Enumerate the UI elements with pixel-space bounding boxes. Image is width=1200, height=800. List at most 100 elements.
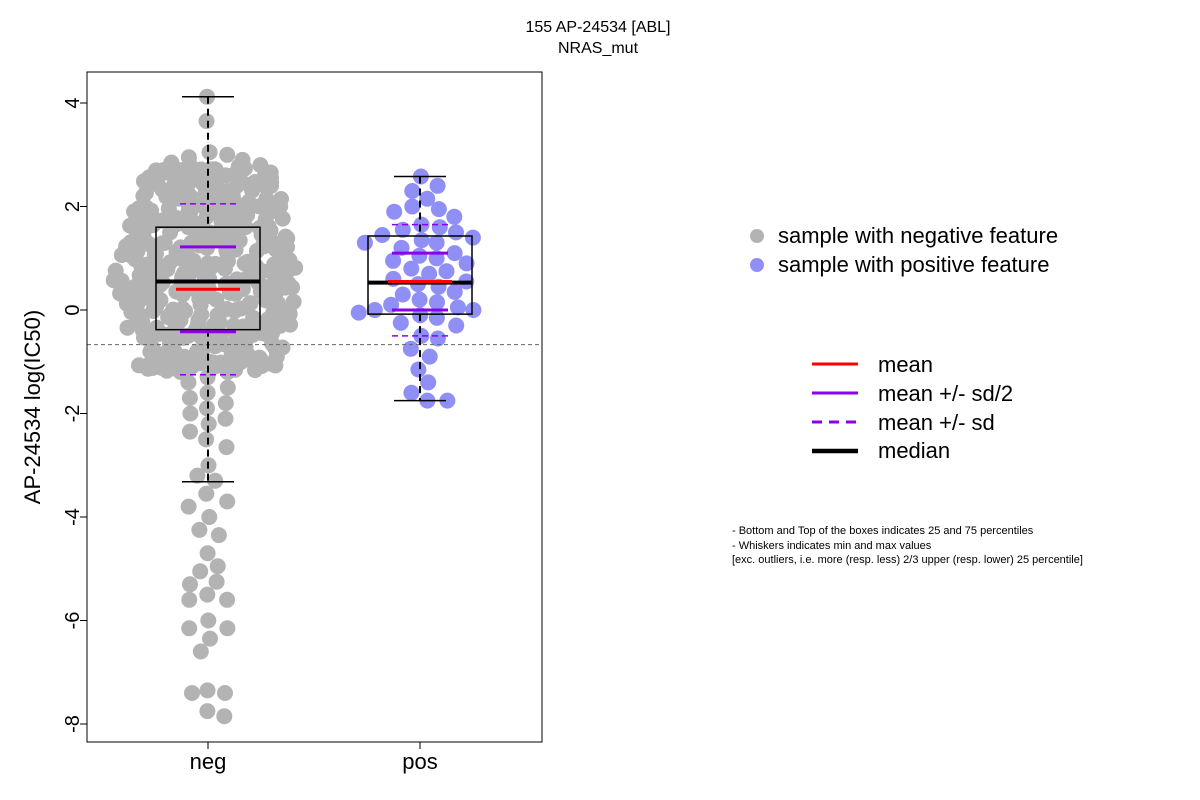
pos-point	[411, 291, 428, 308]
legend-marker-negative	[750, 229, 764, 243]
pos-point	[403, 384, 420, 401]
neg-point	[180, 149, 197, 166]
neg-dense-point	[273, 191, 289, 207]
neg-point	[182, 188, 199, 205]
neg-point	[219, 146, 236, 163]
neg-point	[189, 343, 206, 360]
pos-point	[419, 190, 436, 207]
x-tick-label-neg: neg	[190, 749, 227, 774]
neg-point	[198, 113, 215, 130]
neg-dense-point	[156, 346, 173, 362]
neg-point	[219, 620, 236, 637]
neg-point	[182, 405, 199, 422]
box-plots	[87, 96, 542, 483]
pos-point	[392, 314, 409, 331]
neg-point	[219, 198, 236, 215]
pos-box	[367, 235, 473, 315]
neg-point	[181, 390, 198, 406]
chart-subtitle: NRAS_mut	[557, 40, 639, 57]
neg-point	[201, 353, 218, 370]
neg-point	[192, 296, 209, 313]
pos-point	[356, 234, 373, 251]
pos-point	[446, 208, 463, 225]
neg-point	[180, 265, 197, 282]
neg-point	[200, 193, 217, 210]
chart-title: 155 AP-24534 [ABL]	[525, 19, 671, 36]
neg-dense-point	[160, 309, 177, 326]
legend-markers	[750, 229, 858, 454]
legend-marker-positive	[750, 258, 764, 272]
neg-point	[217, 229, 234, 246]
neg-dense-point	[259, 225, 276, 242]
pos-point	[402, 340, 419, 357]
plot-frame	[86, 71, 543, 743]
neg-point	[207, 338, 224, 355]
neg-point	[208, 291, 225, 308]
neg-point	[182, 423, 198, 440]
neg-point	[252, 157, 269, 174]
neg-point	[199, 586, 216, 603]
neg-point	[219, 379, 236, 396]
neg-dense-point	[113, 272, 130, 289]
neg-dense-point	[144, 339, 161, 356]
neg-point	[180, 498, 197, 515]
y-tick-label: -8	[62, 715, 84, 733]
neg-point	[199, 703, 216, 720]
neg-point	[219, 183, 236, 199]
neg-dense-point	[268, 348, 285, 365]
neg-point	[198, 208, 215, 225]
pos-point	[410, 361, 427, 378]
neg-point	[201, 509, 218, 525]
note-boxes: - Bottom and Top of the boxes indicates …	[732, 525, 1034, 537]
neg-point	[220, 214, 236, 230]
neg-point	[192, 563, 209, 580]
pos-point	[421, 348, 438, 365]
pos-point	[413, 216, 430, 233]
neg-point	[190, 312, 207, 329]
pos-point	[420, 374, 437, 391]
pos-point	[404, 183, 421, 199]
neg-dense-point	[137, 184, 154, 201]
neg-dense-point	[126, 203, 143, 220]
pos-point	[394, 286, 411, 303]
legend-label-positive: sample with positive feature	[778, 252, 1050, 277]
pos-point	[448, 224, 464, 241]
neg-dense-point	[131, 267, 148, 284]
neg-point	[181, 250, 198, 267]
pos-point	[458, 255, 475, 272]
neg-point	[207, 472, 224, 489]
neg-dense-point	[112, 285, 129, 302]
neg-dense-point	[254, 353, 270, 370]
neg-point	[219, 493, 236, 510]
neg-dense-point	[140, 279, 157, 296]
neg-point	[219, 364, 236, 381]
neg-point	[199, 255, 216, 272]
pos-point	[429, 294, 445, 311]
neg-dense-point	[254, 263, 271, 280]
y-tick-label: -6	[62, 612, 84, 630]
neg-dense-point	[272, 317, 289, 334]
neg-point	[217, 167, 234, 184]
pos-point	[446, 245, 463, 262]
neg-dense-point	[160, 200, 177, 217]
pos-point	[394, 221, 411, 238]
pos-point	[428, 309, 445, 326]
y-tick-label: -2	[62, 405, 84, 423]
neg-point	[219, 591, 236, 608]
legend-label-mean: mean	[878, 352, 934, 377]
neg-point	[180, 374, 197, 391]
pos-point	[385, 252, 402, 269]
pos-point	[413, 232, 430, 249]
neg-dense-point	[270, 256, 287, 272]
neg-point	[192, 643, 209, 660]
neg-point	[216, 708, 233, 725]
neg-dense-point	[274, 210, 291, 227]
neg-dense-point	[279, 230, 296, 247]
y-axis-label: AP-24534 log(IC50)	[20, 310, 45, 504]
pos-point	[421, 265, 438, 282]
neg-dense-point	[151, 325, 168, 342]
pos-point	[431, 219, 448, 236]
pos-point	[465, 302, 482, 318]
neg-point	[199, 682, 216, 699]
pos-point	[428, 234, 445, 251]
